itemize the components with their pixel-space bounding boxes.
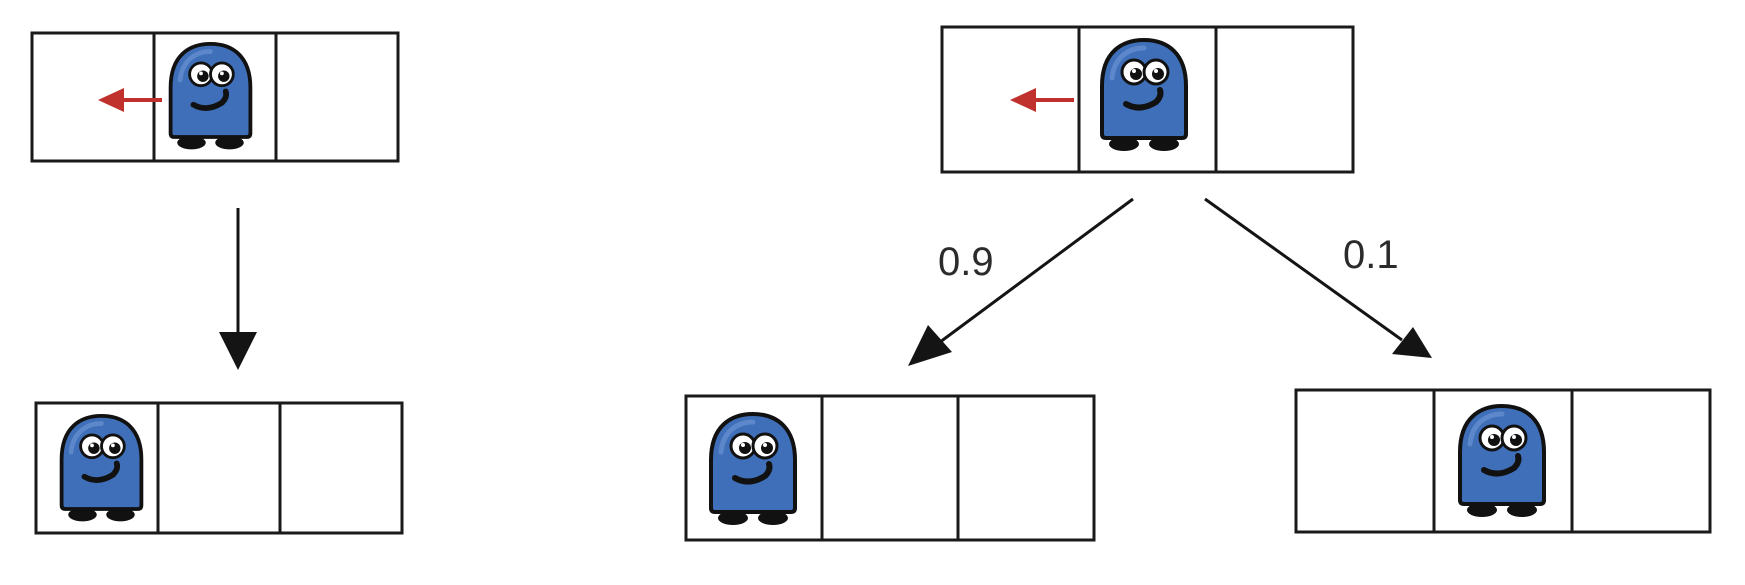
stochastic-branch-arrow-right: 0.1 (1204, 197, 1432, 358)
probability-label-0-1: 0.1 (1343, 233, 1399, 277)
grid-cell-2 (820, 394, 960, 542)
probability-label-0-9: 0.9 (938, 240, 994, 284)
deterministic-result-grid (34, 401, 404, 535)
grid-cell-3 (956, 394, 1096, 542)
robot-icon (1102, 40, 1186, 151)
deterministic-scenario (30, 31, 404, 535)
grid-cell-3 (274, 31, 400, 163)
grid-cell-3 (1214, 25, 1355, 174)
grid-cell-3 (1570, 388, 1712, 534)
grid-cell-1 (1294, 388, 1436, 534)
grid-cell-1 (30, 31, 156, 163)
stochastic-scenario: 0.9 0.1 (684, 25, 1712, 542)
robot-icon (62, 416, 142, 521)
stochastic-initial-grid (940, 25, 1355, 174)
grid-cell-2 (156, 401, 282, 535)
robot-icon (711, 414, 795, 525)
stochastic-outcome-grid-right (1294, 388, 1712, 534)
stochastic-outcome-grid-left (684, 394, 1096, 542)
deterministic-initial-grid (30, 31, 400, 163)
robot-icon (171, 44, 251, 149)
robot-icon (1460, 406, 1544, 517)
stochastic-branch-arrow-left: 0.9 (908, 197, 1134, 366)
grid-cell-3 (278, 401, 404, 535)
deterministic-transition-arrow (219, 208, 257, 370)
